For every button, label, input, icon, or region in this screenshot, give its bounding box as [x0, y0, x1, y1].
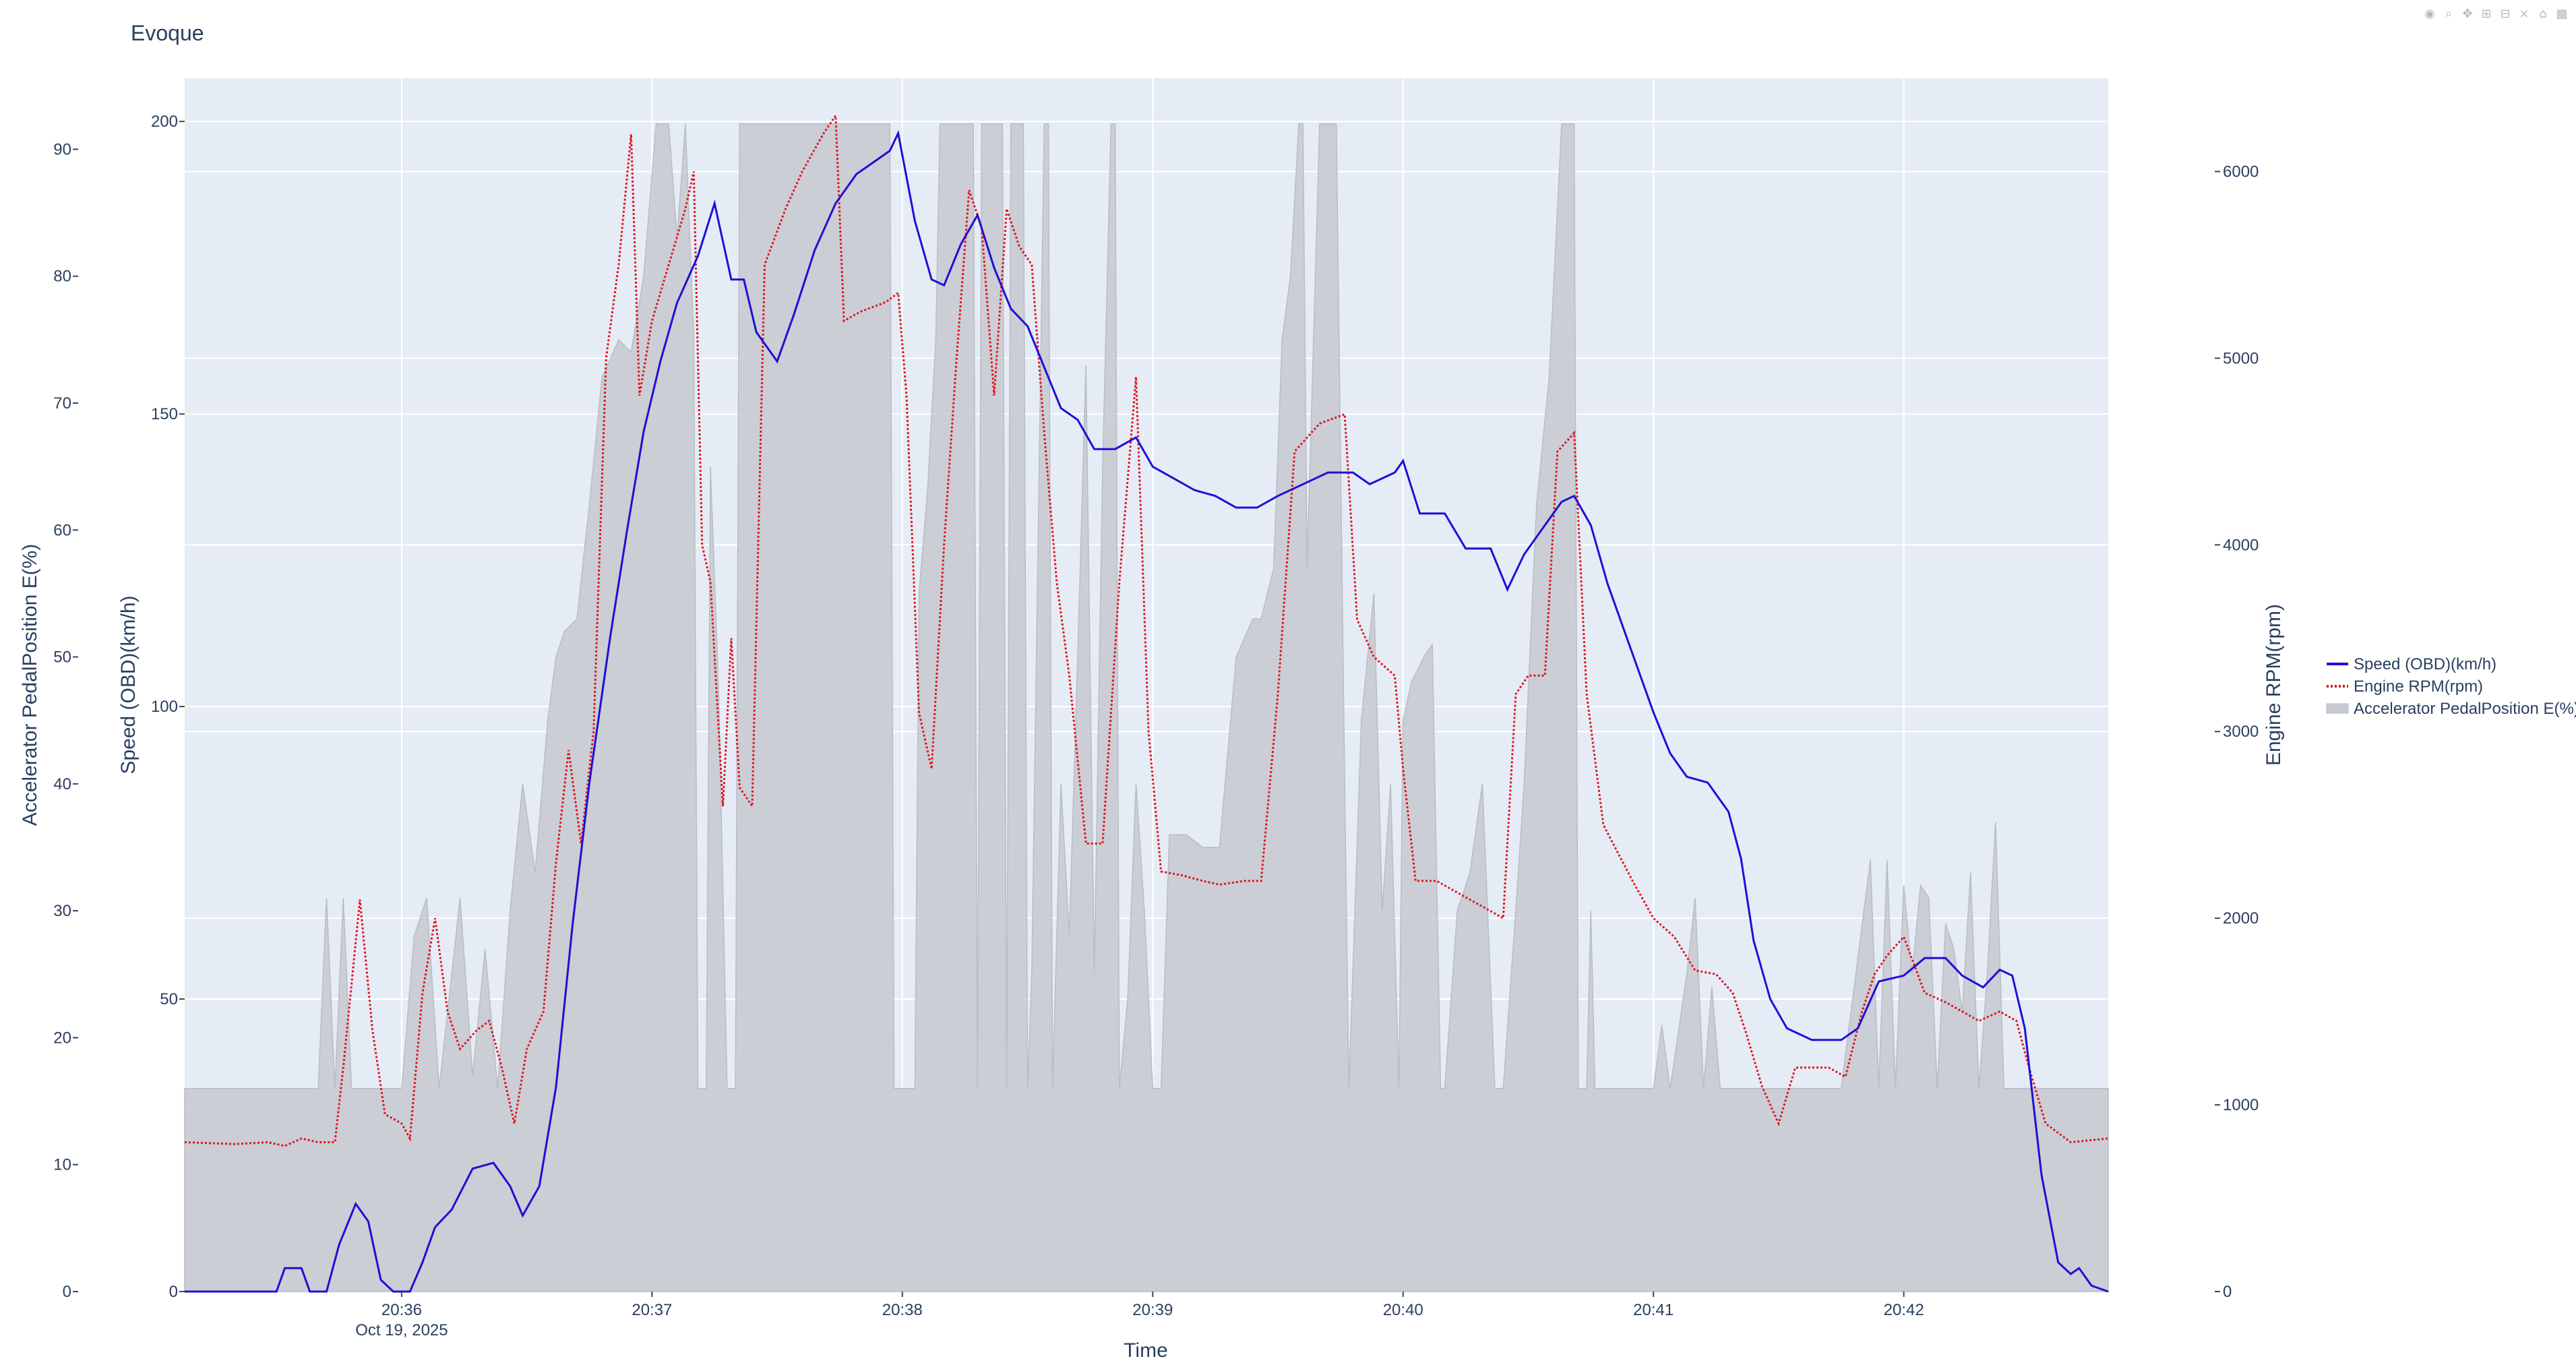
y-speed-tick-label: 0: [169, 1283, 178, 1301]
y-pedal-tick-label: 70: [53, 394, 71, 413]
camera-icon[interactable]: ◉: [2424, 7, 2435, 21]
y-speed-tick-label: 100: [151, 698, 178, 716]
legend-swatch-pedal: [2326, 703, 2349, 714]
x-tick-label: 20:38: [882, 1301, 923, 1319]
legend: Speed (OBD)(km/h) Engine RPM(rpm) Accele…: [2326, 655, 2576, 718]
y-pedal-tick-label: 80: [53, 268, 71, 286]
chart-title: Evoque: [131, 21, 204, 45]
y-pedal-tick-label: 20: [53, 1029, 71, 1047]
y-axis-pedal-title: Accelerator PedalPosition E(%): [19, 544, 41, 826]
legend-label-rpm: Engine RPM(rpm): [2354, 677, 2483, 696]
x-tick-label: 20:39: [1132, 1301, 1173, 1319]
y-speed-tick-label: 150: [151, 405, 178, 423]
y-axis-rpm-ticks: 0 1000 2000 3000 4000 5000 6000: [2215, 162, 2259, 1301]
legend-item-rpm[interactable]: Engine RPM(rpm): [2327, 677, 2483, 696]
x-tick-label: 20:37: [632, 1301, 672, 1319]
y-pedal-tick-label: 10: [53, 1156, 71, 1174]
modebar: ◉ ⌕ ✥ ⊞ ⊟ ⨯ ⌂ ▩: [2422, 7, 2569, 22]
y-axis-pedal-ticks: 0 10 20 30 40 50 60 70 80 90: [53, 140, 78, 1301]
pan-icon[interactable]: ✥: [2462, 7, 2473, 21]
y-rpm-tick-label: 4000: [2223, 536, 2259, 554]
y-pedal-tick-label: 0: [63, 1283, 71, 1301]
y-rpm-tick-label: 5000: [2223, 349, 2259, 367]
y-pedal-tick-label: 40: [53, 775, 71, 793]
y-rpm-tick-label: 0: [2223, 1283, 2232, 1301]
y-pedal-tick-label: 30: [53, 902, 71, 920]
series-accelerator-pedal: [184, 123, 2109, 1292]
x-axis-title: Time: [1124, 1339, 1168, 1362]
speed-line: [185, 129, 2109, 1293]
pedal-area: [184, 123, 2109, 1292]
plotly-logo[interactable]: ▩: [2556, 7, 2568, 21]
legend-item-pedal[interactable]: Accelerator PedalPosition E(%): [2326, 700, 2576, 718]
x-date-label: Oct 19, 2025: [355, 1321, 448, 1339]
legend-label-pedal: Accelerator PedalPosition E(%): [2354, 700, 2576, 718]
x-axis-ticks: 20:36 20:37 20:38 20:39 20:40 20:41 20:42 Oct 1…: [355, 1292, 1924, 1339]
y-pedal-tick-label: 90: [53, 140, 71, 158]
y-axis-speed-ticks: 0 50 100 150 200: [151, 113, 185, 1301]
x-tick-label: 20:42: [1884, 1301, 1924, 1319]
zoom-out-icon[interactable]: ⊟: [2500, 7, 2511, 21]
y-rpm-tick-label: 1000: [2223, 1096, 2259, 1114]
x-tick-label: 20:40: [1383, 1301, 1423, 1319]
y-rpm-tick-label: 2000: [2223, 909, 2259, 928]
y-rpm-tick-label: 3000: [2223, 723, 2259, 741]
y-speed-tick-label: 50: [160, 990, 178, 1008]
zoom-icon[interactable]: ⌕: [2445, 7, 2453, 21]
home-icon[interactable]: ⌂: [2539, 7, 2547, 21]
y-speed-tick-label: 200: [151, 113, 178, 131]
series-speed: [185, 129, 2109, 1293]
x-tick-label: 20:36: [381, 1301, 422, 1319]
legend-label-speed: Speed (OBD)(km/h): [2354, 655, 2496, 673]
x-tick-label: 20:41: [1633, 1301, 1674, 1319]
autoscale-icon[interactable]: ⨯: [2519, 7, 2529, 21]
y-axis-rpm-title: Engine RPM(rpm): [2263, 604, 2285, 766]
y-rpm-tick-label: 6000: [2223, 162, 2259, 181]
legend-item-speed[interactable]: Speed (OBD)(km/h): [2327, 655, 2496, 673]
y-pedal-tick-label: 60: [53, 521, 71, 539]
y-pedal-tick-label: 50: [53, 648, 71, 667]
zoom-in-icon[interactable]: ⊞: [2481, 7, 2492, 21]
y-axis-speed-title: Speed (OBD)(km/h): [117, 595, 140, 774]
